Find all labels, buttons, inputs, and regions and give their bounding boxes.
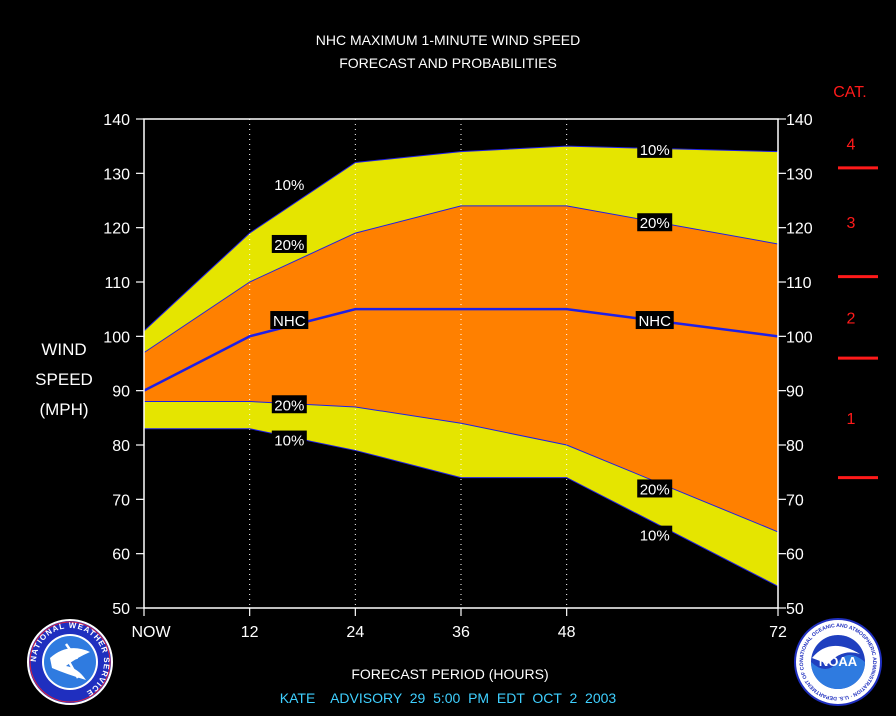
- x-tick-label: 48: [558, 624, 576, 641]
- annotation-label: 20%: [640, 481, 670, 498]
- category-label-1: 1: [847, 411, 856, 428]
- chart-title-line1: NHC MAXIMUM 1-MINUTE WIND SPEED: [316, 32, 580, 48]
- y-tick-label-left: 120: [103, 221, 130, 238]
- y-tick-label-right: 120: [786, 221, 813, 238]
- y-tick-label-right: 110: [786, 275, 812, 292]
- x-tick-label: 36: [452, 624, 470, 641]
- annotation-box: [635, 311, 674, 330]
- y-axis-label-line2: SPEED: [35, 370, 93, 389]
- y-tick-label-left: 60: [112, 547, 130, 564]
- y-axis-right: 50 60 70 80 90 100 110 120 130 140: [778, 112, 813, 618]
- annotation-label: 10%: [640, 142, 670, 159]
- x-axis: NOW 12 24 36 48 72: [131, 608, 787, 641]
- y-tick-label-right: 70: [786, 492, 804, 509]
- annotation-box: [271, 430, 307, 449]
- y-tick-label-right: 90: [786, 384, 804, 401]
- y-axis-left: 50 60 70 80 90 100 110 120 130 140: [103, 112, 144, 618]
- x-tick-label: NOW: [131, 624, 171, 641]
- annotation-label: 10%: [274, 177, 304, 194]
- annotation-box: [637, 213, 673, 232]
- x-tick-label: 24: [346, 624, 364, 641]
- annotation-box: [271, 175, 307, 194]
- x-tick-label: 72: [769, 624, 787, 641]
- annotation-box: [271, 395, 307, 414]
- annotation-label: NHC: [638, 313, 671, 330]
- annotation-box: [270, 311, 309, 330]
- y-tick-label-right: 80: [786, 438, 804, 455]
- svg-text:NOAA: NOAA: [819, 654, 858, 669]
- series-line-upper-10pct: [143, 145, 779, 332]
- y-tick-label-left: 130: [103, 166, 130, 183]
- noaa-seal-icon: NOAA NATIONAL OCEANIC AND ATMOSPHERIC AD…: [794, 618, 882, 706]
- series-line-upper-20pct: [143, 205, 779, 354]
- y-tick-label-right: 140: [786, 112, 813, 129]
- x-tick-label: 12: [241, 624, 259, 641]
- y-tick-label-right: 60: [786, 547, 804, 564]
- annotation-label: 10%: [274, 433, 304, 450]
- y-axis-label-line3: (MPH): [39, 400, 88, 419]
- series-line-lower-10pct: [144, 428, 779, 587]
- national-weather-service-seal-icon: NATIONAL WEATHER SERVICE: [27, 619, 113, 705]
- y-tick-label-right: 50: [786, 601, 804, 618]
- category-label-3: 3: [847, 215, 856, 232]
- category-label-2: 2: [847, 310, 856, 327]
- y-tick-label-left: 50: [112, 601, 130, 618]
- 20pct-probability-band: [144, 205, 778, 532]
- y-tick-label-left: 80: [112, 438, 130, 455]
- category-header: CAT.: [833, 84, 866, 101]
- series-lines: [143, 145, 779, 587]
- saffir-simpson-categories: 4 3 2 1: [838, 136, 878, 480]
- annotation-box: [637, 525, 673, 544]
- series-line-lower-20pct: [144, 401, 779, 533]
- annotation-box: [271, 234, 307, 253]
- y-tick-label-left: 110: [104, 275, 130, 292]
- y-axis-label-line1: WIND: [41, 340, 86, 359]
- category-label-4: 4: [847, 136, 856, 153]
- annotation-label: 20%: [640, 215, 670, 232]
- y-tick-label-left: 90: [112, 384, 130, 401]
- y-tick-label-right: 100: [786, 329, 813, 346]
- x-axis-label: FORECAST PERIOD (HOURS): [351, 666, 548, 682]
- annotation-box: [637, 139, 673, 158]
- y-tick-label-left: 70: [112, 492, 130, 509]
- y-tick-label-left: 100: [103, 329, 130, 346]
- y-tick-label-left: 140: [103, 112, 130, 129]
- chart-title-line2: FORECAST AND PROBABILITIES: [339, 55, 557, 71]
- annotation-box: [637, 479, 673, 498]
- annotation-label: NHC: [273, 313, 306, 330]
- probability-labels: 10% 20% NHC 20% 10% 10% 20% NHC 20% 10%: [270, 139, 674, 545]
- annotation-label: 10%: [640, 528, 670, 545]
- series-line-forecast-nhc: [143, 307, 779, 392]
- annotation-label: 20%: [274, 397, 304, 414]
- annotation-label: 20%: [274, 237, 304, 254]
- advisory-text: KATE ADVISORY 29 5:00 PM EDT OCT 2 2003: [280, 690, 617, 706]
- y-tick-label-right: 130: [786, 166, 813, 183]
